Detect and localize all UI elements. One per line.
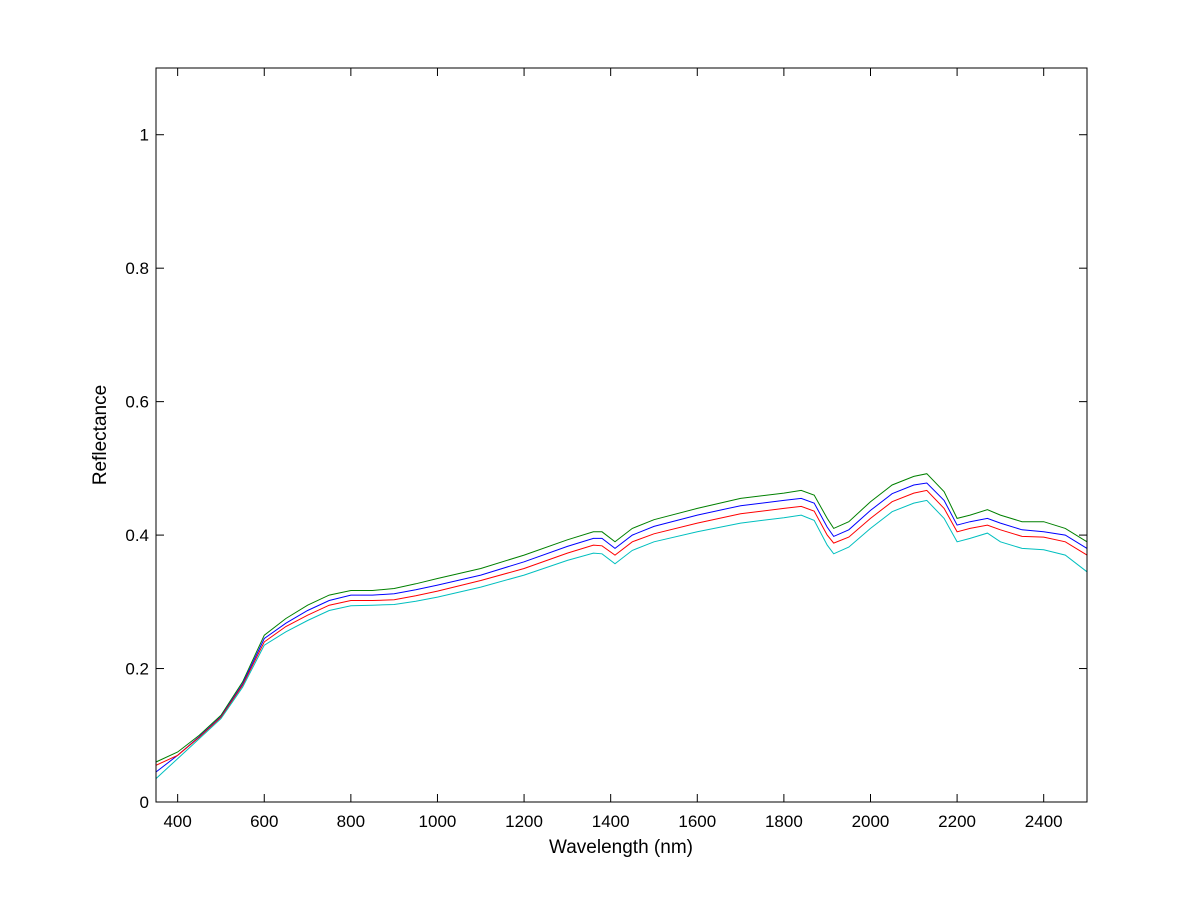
series-layer [155, 473, 1088, 779]
x-tick-label: 2000 [852, 812, 890, 831]
y-tick-label: 0.4 [125, 526, 149, 545]
y-tick-label: 0.8 [125, 259, 149, 278]
x-tick-label: 1000 [419, 812, 457, 831]
x-tick-label: 2400 [1025, 812, 1063, 831]
x-tick-label: 1400 [592, 812, 630, 831]
x-tick-label: 1800 [765, 812, 803, 831]
y-tick-label: 0 [140, 793, 149, 812]
series-line-3 [155, 489, 1088, 766]
y-tick-label: 1 [140, 126, 149, 145]
y-tick-label: 0.2 [125, 660, 149, 679]
x-tick-label: 2200 [938, 812, 976, 831]
plot-frame [155, 67, 1088, 803]
x-tick-label: 800 [337, 812, 365, 831]
ticks-layer: 400 600 800 1000 1200 1400 1600 1800 2000 2200 240… [125, 68, 1087, 831]
series-line-2 [155, 482, 1088, 773]
x-tick-label: 400 [163, 812, 191, 831]
y-axis-label: Reflectance [90, 385, 111, 485]
x-tick-label: 600 [250, 812, 278, 831]
series-line-4 [155, 499, 1088, 779]
series-line-1 [155, 473, 1088, 763]
x-tick-label: 1200 [505, 812, 543, 831]
x-tick-label: 1600 [678, 812, 716, 831]
x-axis-label: Wavelength (nm) [549, 837, 693, 858]
y-tick-label: 0.6 [125, 393, 149, 412]
